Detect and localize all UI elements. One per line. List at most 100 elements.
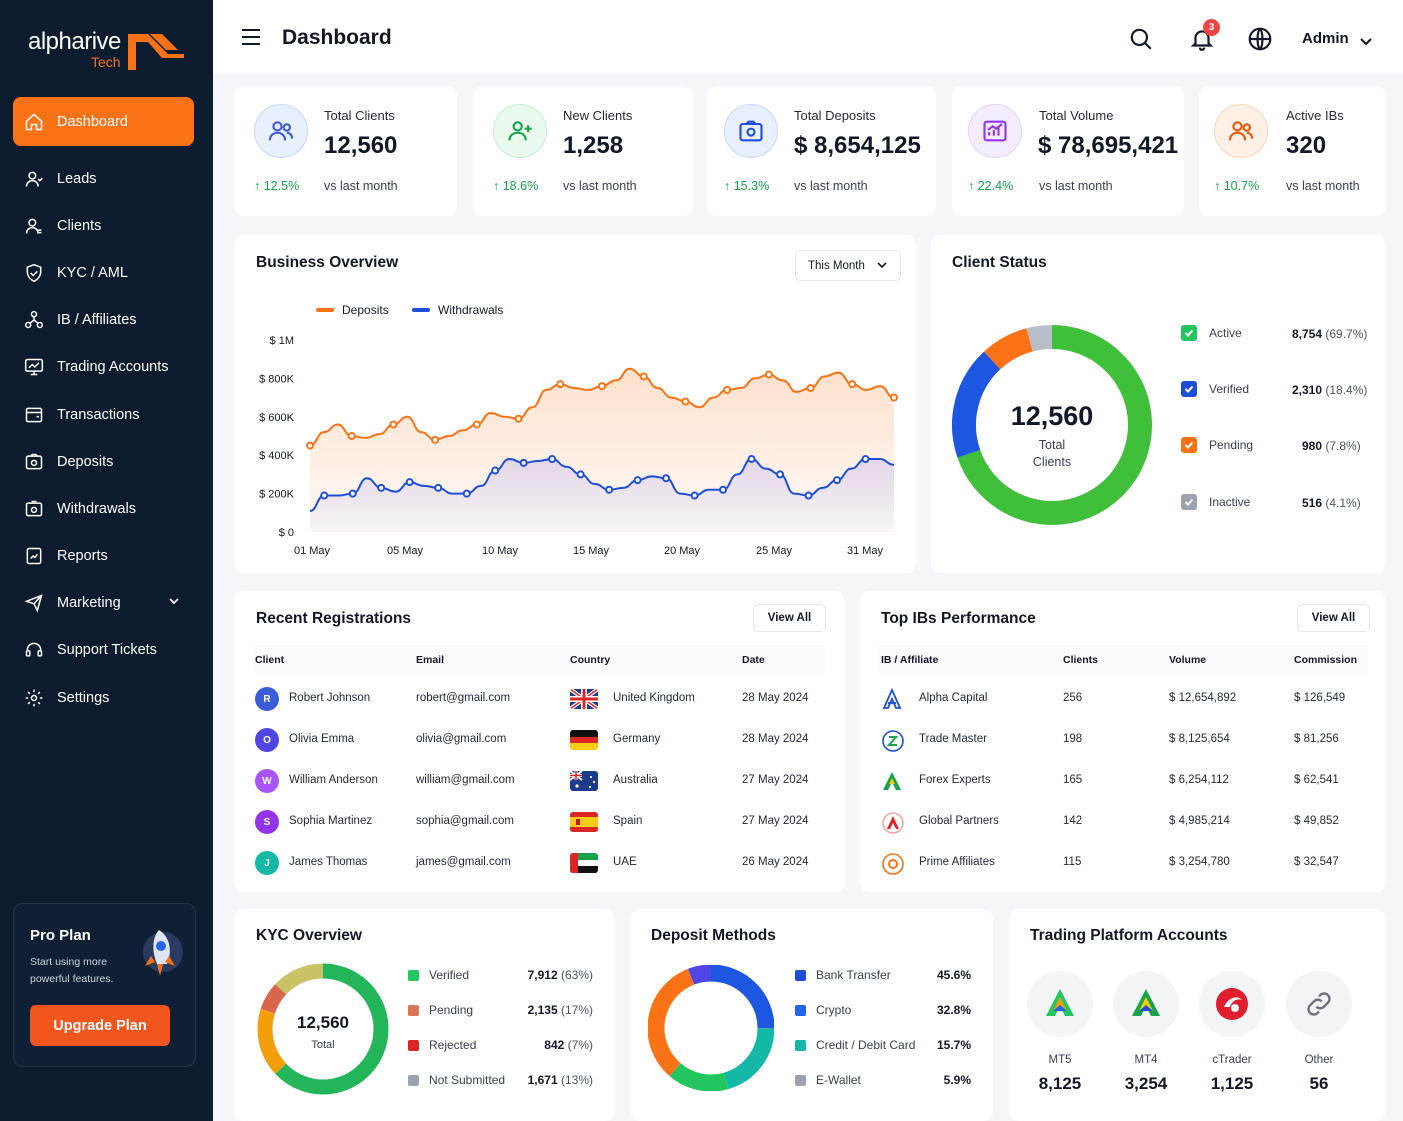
deposits-point[interactable] bbox=[806, 384, 815, 392]
deposit-methods-segment[interactable] bbox=[723, 1027, 774, 1090]
upgrade-plan-button[interactable]: Upgrade Plan bbox=[30, 1005, 170, 1046]
table-row[interactable]: Global Partners 142 $ 4,985,214 $ 49,852 bbox=[860, 810, 1386, 840]
withdrawals-point[interactable] bbox=[405, 478, 414, 487]
checkbox-checked-icon[interactable] bbox=[1181, 494, 1197, 510]
withdrawals-point[interactable] bbox=[776, 470, 785, 479]
deposits-point[interactable] bbox=[472, 420, 481, 429]
withdrawals-point[interactable] bbox=[861, 455, 870, 464]
globe-icon[interactable] bbox=[1247, 26, 1273, 57]
deposits-point[interactable] bbox=[598, 382, 606, 391]
ib-name[interactable]: Global Partners bbox=[919, 815, 999, 827]
platform-mt5[interactable]: MT5 8,125 bbox=[1025, 971, 1095, 1094]
withdrawals-point[interactable] bbox=[320, 491, 329, 500]
withdrawals-point[interactable] bbox=[605, 485, 614, 494]
brand-logo[interactable]: alpharive Tech bbox=[28, 28, 188, 74]
kyc-segment[interactable] bbox=[275, 963, 324, 995]
sidebar-item-kyc[interactable]: KYC / AML bbox=[13, 249, 194, 296]
sidebar-item-dashboard[interactable]: Dashboard bbox=[13, 97, 194, 146]
deposits-point[interactable] bbox=[890, 393, 898, 402]
deposits-point[interactable] bbox=[681, 397, 690, 406]
withdrawals-point[interactable] bbox=[548, 455, 557, 464]
withdrawals-point[interactable] bbox=[576, 470, 585, 479]
table-row[interactable]: Trade Master 198 $ 8,125,654 $ 81,256 bbox=[860, 728, 1386, 758]
period-select[interactable]: This Month bbox=[795, 250, 901, 281]
withdrawals-point[interactable] bbox=[491, 466, 500, 475]
table-row[interactable]: R Robert Johnson robert@gmail.com United… bbox=[234, 687, 845, 717]
ib-name[interactable]: Alpha Capital bbox=[919, 692, 988, 704]
client-status-segment[interactable] bbox=[952, 351, 1001, 458]
withdrawals-point[interactable] bbox=[633, 476, 642, 485]
legend-label[interactable]: Withdrawals bbox=[438, 303, 503, 317]
sidebar-item-clients[interactable]: Clients bbox=[13, 202, 194, 249]
sidebar-item-trading-accounts[interactable]: Trading Accounts bbox=[13, 344, 194, 391]
checkbox-checked-icon[interactable] bbox=[1181, 381, 1197, 397]
ib-name[interactable]: Trade Master bbox=[919, 733, 987, 745]
sidebar-item-leads[interactable]: Leads bbox=[13, 155, 194, 202]
withdrawals-point[interactable] bbox=[804, 491, 813, 500]
withdrawals-point[interactable] bbox=[833, 476, 842, 485]
deposits-point[interactable] bbox=[848, 380, 857, 389]
withdrawals-point[interactable] bbox=[719, 485, 728, 494]
search-icon[interactable] bbox=[1128, 26, 1154, 57]
table-row[interactable]: J James Thomas james@gmail.com UAE 26 Ma… bbox=[234, 851, 845, 881]
withdrawals-point[interactable] bbox=[690, 491, 699, 500]
platform-ctrader[interactable]: cTrader 1,125 bbox=[1197, 971, 1267, 1094]
withdrawals-point[interactable] bbox=[462, 489, 471, 498]
chevron-down-icon[interactable] bbox=[1359, 34, 1373, 52]
deposits-point[interactable] bbox=[389, 420, 398, 429]
sidebar-item-deposits[interactable]: Deposits bbox=[13, 438, 194, 485]
sidebar-item-transactions[interactable]: Transactions bbox=[13, 391, 194, 438]
deposit-methods-segment[interactable] bbox=[648, 968, 695, 1077]
deposits-point[interactable] bbox=[347, 432, 356, 440]
table-row[interactable]: W William Anderson william@gmail.com Aus… bbox=[234, 769, 845, 799]
deposits-point[interactable] bbox=[514, 414, 523, 423]
withdrawals-point[interactable] bbox=[434, 483, 443, 492]
legend-label[interactable]: Deposits bbox=[342, 303, 389, 317]
sidebar-item-support-tickets[interactable]: Support Tickets bbox=[13, 627, 194, 674]
deposits-point[interactable] bbox=[764, 370, 773, 379]
checkbox-checked-icon[interactable] bbox=[1181, 437, 1197, 453]
platform-other[interactable]: Other 56 bbox=[1284, 971, 1354, 1094]
kyc-segment[interactable] bbox=[275, 963, 389, 1095]
menu-icon[interactable] bbox=[241, 28, 261, 51]
table-row[interactable]: Forex Experts 165 $ 6,254,112 $ 62,541 bbox=[860, 769, 1386, 799]
user-menu[interactable]: Admin bbox=[1302, 30, 1349, 47]
ib-name[interactable]: Prime Affiliates bbox=[919, 856, 995, 868]
checkbox-checked-icon[interactable] bbox=[1181, 325, 1197, 341]
status-legend-pending[interactable]: Pending bbox=[1181, 437, 1253, 453]
status-legend-inactive[interactable]: Inactive bbox=[1181, 494, 1250, 510]
client-name[interactable]: Robert Johnson bbox=[289, 692, 371, 704]
chevron-down-icon[interactable] bbox=[168, 595, 180, 611]
kyc-segment[interactable] bbox=[257, 1008, 287, 1074]
sidebar-item-marketing[interactable]: Marketing bbox=[13, 580, 194, 627]
platform-mt4[interactable]: MT4 3,254 bbox=[1111, 971, 1181, 1094]
deposit-methods-segment[interactable] bbox=[687, 965, 712, 985]
deposits-point[interactable] bbox=[723, 385, 732, 394]
client-status-segment[interactable] bbox=[1026, 325, 1053, 352]
table-row[interactable]: O Olivia Emma olivia@gmail.com Germany 2… bbox=[234, 728, 845, 758]
table-row[interactable]: S Sophia Martinez sophia@gmail.com Spain… bbox=[234, 810, 845, 840]
deposit-methods-segment[interactable] bbox=[669, 1063, 729, 1091]
sidebar-item-reports[interactable]: Reports bbox=[13, 533, 194, 580]
client-name[interactable]: James Thomas bbox=[289, 856, 368, 868]
view-all-button[interactable]: View All bbox=[753, 604, 826, 632]
status-legend-active[interactable]: Active bbox=[1181, 325, 1242, 341]
table-row[interactable]: Alpha Capital 256 $ 12,654,892 $ 126,549 bbox=[860, 687, 1386, 717]
sidebar-item-ib-affiliates[interactable]: IB / Affiliates bbox=[13, 297, 194, 344]
withdrawals-point[interactable] bbox=[662, 474, 671, 483]
kyc-segment[interactable] bbox=[260, 984, 287, 1014]
status-legend-verified[interactable]: Verified bbox=[1181, 381, 1249, 397]
deposit-methods-segment[interactable] bbox=[710, 965, 774, 1029]
deposits-point[interactable] bbox=[431, 435, 440, 444]
client-status-segment[interactable] bbox=[984, 328, 1034, 370]
sidebar-item-settings[interactable]: Settings bbox=[13, 674, 194, 721]
deposits-point[interactable] bbox=[306, 441, 314, 450]
deposits-point[interactable] bbox=[556, 380, 565, 389]
client-name[interactable]: Olivia Emma bbox=[289, 733, 355, 745]
withdrawals-point[interactable] bbox=[377, 483, 386, 492]
table-row[interactable]: Prime Affiliates 115 $ 3,254,780 $ 32,54… bbox=[860, 851, 1386, 881]
ib-name[interactable]: Forex Experts bbox=[919, 774, 991, 786]
withdrawals-point[interactable] bbox=[348, 489, 357, 498]
client-name[interactable]: William Anderson bbox=[289, 774, 378, 786]
deposits-point[interactable] bbox=[639, 372, 648, 381]
